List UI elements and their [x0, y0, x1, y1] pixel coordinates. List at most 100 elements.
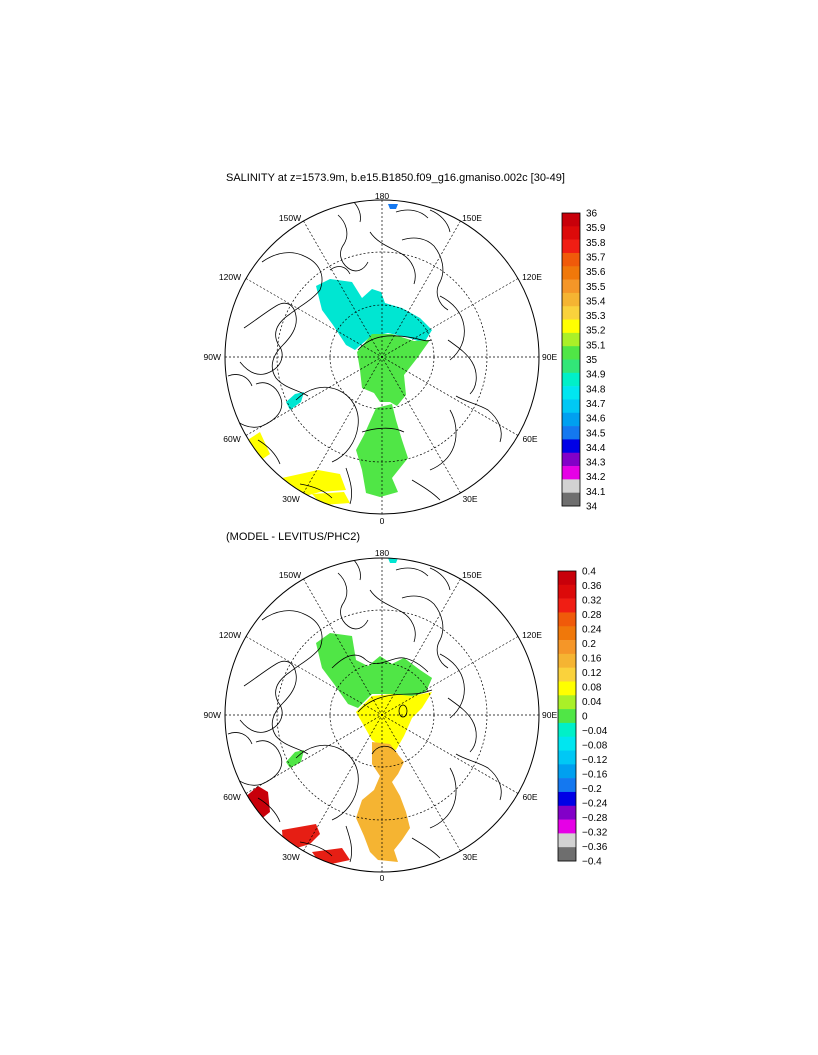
colorbar-swatch [558, 805, 576, 820]
lon-label-120w: 120W [219, 272, 241, 282]
lon-label-150e: 150E [462, 213, 482, 223]
graticule [225, 558, 539, 872]
colorbar-label: 34.3 [586, 458, 606, 469]
colorbar-label: 34 [586, 502, 598, 513]
shade-yellow [240, 432, 270, 462]
colorbar-swatch [558, 791, 576, 807]
colorbar-label: 35.9 [586, 223, 606, 234]
colorbar-label: 35 [586, 355, 598, 366]
colorbar-border [557, 570, 577, 862]
contour-2 [357, 689, 433, 713]
colorbar-label: 34.1 [586, 487, 606, 498]
colorbar-swatch [558, 612, 576, 627]
colorbar-label: 34.4 [586, 443, 606, 454]
colorbar-label: 0 [582, 712, 588, 723]
lon-label-150e: 150E [462, 570, 482, 580]
map-border [224, 199, 540, 515]
lon-label-0: 0 [380, 873, 385, 883]
shade-green-2 [392, 658, 432, 696]
contour [357, 335, 432, 351]
map-border [224, 557, 540, 873]
colorbar-label: 0.16 [582, 654, 602, 665]
colorbar-label: −0.04 [582, 726, 608, 737]
lon-label-150w: 150W [279, 213, 301, 223]
colorbar-swatch [562, 239, 580, 254]
colorbar-swatch [562, 279, 580, 294]
colorbar: 36 35.9 35.8 35.7 35.6 35.5 35.4 35.3 35.2 35.1 35… [561, 209, 606, 513]
coastlines [227, 558, 502, 863]
colorbar-label: 35.8 [586, 238, 606, 249]
lon-label-90w: 90W [204, 352, 221, 362]
colorbar: 0.4 0.36 0.32 0.28 0.24 0.2 0.16 0.12 0.08 0.04 0 −… [557, 567, 608, 868]
colorbar-label: −0.32 [582, 828, 608, 839]
colorbar-swatch [562, 386, 580, 400]
colorbar-label: 35.2 [586, 326, 606, 337]
lon-label-30e: 30E [462, 494, 477, 504]
colorbar-label: 0.28 [582, 610, 602, 621]
colorbar-label: 34.6 [586, 414, 606, 425]
shade-green-2 [356, 404, 408, 497]
contour [331, 654, 429, 673]
lon-label-120e: 120E [522, 630, 542, 640]
colorbar-label: 35.7 [586, 252, 606, 263]
colorbar-label: 35.5 [586, 282, 606, 293]
colorbar-swatch [558, 695, 576, 710]
colorbar-swatch [558, 847, 576, 862]
lon-label-90w: 90W [204, 710, 221, 720]
colorbar-swatch [558, 778, 576, 793]
lon-label-60e: 60E [522, 434, 537, 444]
colorbar-label: −0.08 [582, 741, 608, 752]
difference-panel: (MODEL - LEVITUS/PHC2) [204, 531, 608, 883]
lon-label-60w: 60W [223, 792, 240, 802]
colorbar-swatch [558, 750, 576, 765]
shade-orange [356, 742, 410, 862]
colorbar-swatch [558, 626, 576, 641]
colorbar-label: 35.6 [586, 267, 606, 278]
lon-label-120e: 120E [522, 272, 542, 282]
lon-label-180: 180 [375, 191, 389, 201]
colorbar-label: 35.4 [586, 296, 606, 307]
lon-label-30w: 30W [282, 494, 299, 504]
colorbar-swatch [558, 598, 576, 613]
shade-cyan [388, 558, 398, 563]
panel-title: SALINITY at z=1573.9m, b.e15.B1850.f09_g… [226, 172, 565, 184]
colorbar-swatch [562, 292, 580, 307]
lon-label-0: 0 [380, 516, 385, 526]
colorbar-swatch [562, 319, 580, 334]
colorbar-swatch [562, 466, 580, 480]
colorbar-label: 0.12 [582, 668, 602, 679]
lon-label-60w: 60W [223, 434, 240, 444]
colorbar-swatch [562, 306, 580, 320]
contour-2 [361, 427, 405, 433]
colorbar-swatch [558, 653, 576, 668]
colorbar-swatch [562, 266, 580, 280]
shade-yellow-3 [312, 492, 350, 505]
colorbar-swatch [558, 736, 576, 751]
colorbar-swatch [558, 764, 576, 779]
lon-label-30e: 30E [462, 852, 477, 862]
panel-title: (MODEL - LEVITUS/PHC2) [226, 531, 360, 543]
colorbar-swatch [562, 412, 580, 427]
colorbar-label: 34.7 [586, 399, 606, 410]
colorbar-swatch [562, 439, 580, 454]
colorbar-swatch [562, 426, 580, 440]
colorbar-label: −0.12 [582, 755, 608, 766]
colorbar-swatch [558, 833, 576, 848]
colorbar-label: 35.1 [586, 340, 606, 351]
colorbar-label: 0.08 [582, 683, 602, 694]
colorbar-swatch [558, 709, 576, 724]
colorbar-label: 0.2 [582, 639, 596, 650]
colorbar-label: 34.5 [586, 428, 606, 439]
colorbar-swatch [562, 492, 580, 507]
shade-yellow [356, 692, 432, 750]
contour-3 [398, 704, 408, 718]
colorbar-swatch [562, 213, 580, 227]
salinity-panel: SALINITY at z=1573.9m, b.e15.B1850.f09_g… [204, 172, 606, 526]
lon-label-90e: 90E [542, 710, 557, 720]
colorbar-swatch [562, 452, 580, 467]
colorbar-label: 0.04 [582, 697, 602, 708]
longitude-labels: 180 150W 150E 120W 120E 90W 90E 60W 60E … [204, 191, 558, 526]
lon-label-150w: 150W [279, 570, 301, 580]
polar-map [225, 200, 539, 514]
